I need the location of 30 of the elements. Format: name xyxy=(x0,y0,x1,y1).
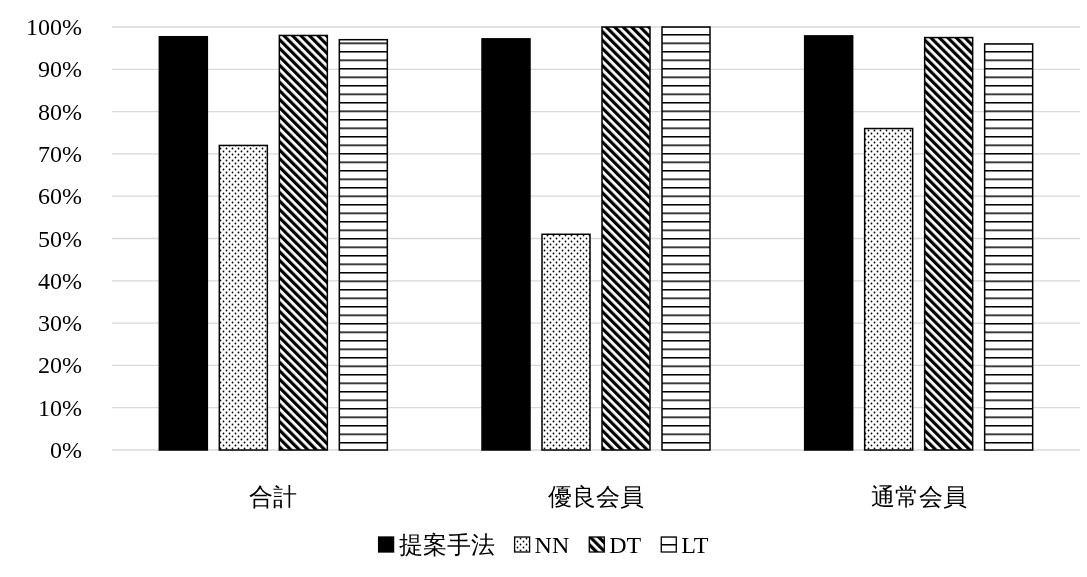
x-tick-label: 合計 xyxy=(249,484,298,510)
bar xyxy=(218,144,269,451)
bar xyxy=(158,35,209,451)
y-tick-label: 100% xyxy=(26,14,82,40)
bar xyxy=(278,34,329,451)
bar xyxy=(338,38,389,451)
legend-label: LT xyxy=(681,532,709,558)
x-tick-label: 優良会員 xyxy=(548,484,644,510)
y-tick-label: 0% xyxy=(50,437,82,463)
x-tick-label: 通常会員 xyxy=(870,484,967,510)
bar xyxy=(863,127,914,451)
legend-label: 提案手法 xyxy=(398,532,495,558)
y-tick-label: 50% xyxy=(38,225,82,252)
y-tick-label: 40% xyxy=(38,267,82,294)
legend-label: DT xyxy=(609,532,642,558)
bar xyxy=(601,26,651,451)
legend-label: NN xyxy=(534,532,570,558)
y-tick-label: 30% xyxy=(38,310,82,337)
bar xyxy=(923,36,974,451)
bar xyxy=(541,233,591,451)
bar xyxy=(481,38,531,451)
y-tick-label: 90% xyxy=(38,56,82,83)
bar xyxy=(803,35,854,451)
bar xyxy=(661,26,711,451)
y-tick-label: 20% xyxy=(38,352,82,379)
y-tick-label: 10% xyxy=(38,394,82,421)
y-tick-label: 70% xyxy=(38,140,82,167)
y-tick-label: 80% xyxy=(38,98,82,125)
y-tick-label: 60% xyxy=(38,183,82,210)
bar xyxy=(983,43,1034,451)
